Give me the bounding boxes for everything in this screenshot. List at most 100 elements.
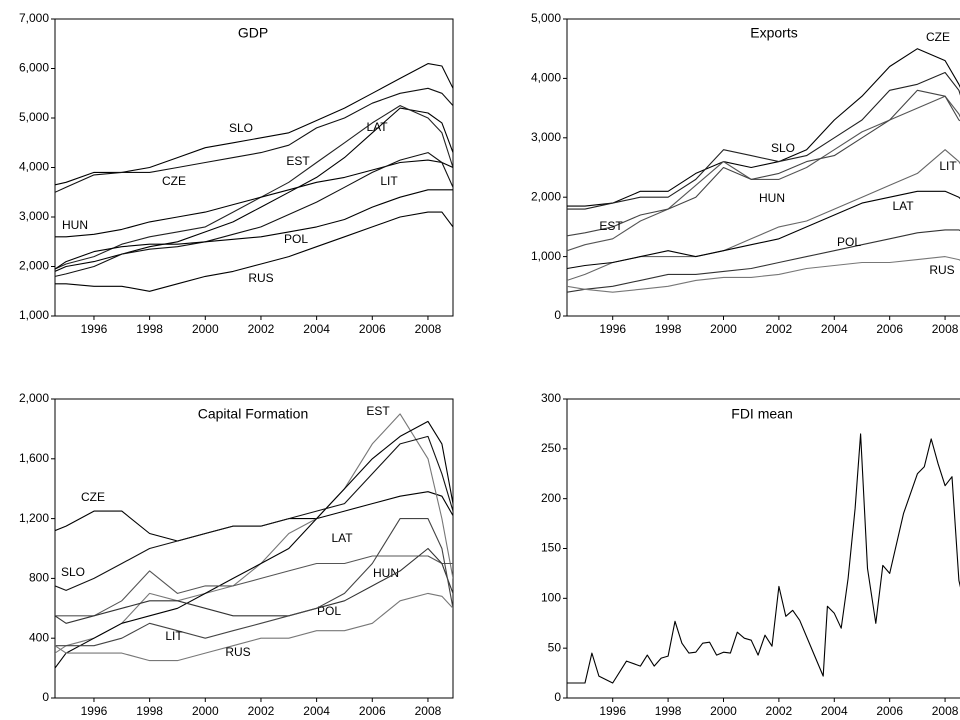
y-tick-label: 1,200 [19, 511, 49, 525]
series-label: RUS [929, 263, 954, 277]
x-tick-label: 1996 [81, 322, 108, 336]
x-tick-label: 1998 [136, 322, 163, 336]
plot-frame [566, 18, 960, 317]
x-tick-label: 1998 [655, 322, 682, 336]
series-label: POL [284, 232, 308, 246]
x-tick-label: 1996 [81, 704, 108, 718]
y-tick-label: 0 [42, 690, 49, 704]
x-tick-label: 2002 [248, 322, 275, 336]
y-tick-label: 1,000 [19, 308, 49, 322]
y-tick-label: 2,000 [531, 189, 561, 203]
series-line [567, 190, 960, 270]
series-label: POL [317, 604, 341, 618]
series-label: HUN [759, 191, 785, 205]
series-line [55, 518, 453, 647]
series-label: SLO [229, 121, 253, 135]
x-tick-label: 1996 [599, 704, 626, 718]
series-label: LIT [380, 174, 398, 188]
series-label: LIT [939, 159, 957, 173]
y-tick-label: 7,000 [19, 11, 49, 25]
series-line [55, 420, 453, 669]
y-tick-label: 4,000 [531, 71, 561, 85]
chart-title: Exports [750, 25, 797, 41]
x-tick-label: 2006 [359, 704, 386, 718]
y-tick-label: 300 [541, 391, 561, 405]
chart-title: Capital Formation [198, 406, 309, 422]
series-line [567, 95, 960, 252]
chart-title: GDP [238, 25, 268, 41]
series-line [55, 435, 453, 591]
y-tick-label: 0 [554, 308, 561, 322]
series-line [55, 159, 453, 238]
series-line [55, 413, 453, 654]
series-label: CZE [926, 30, 950, 44]
plot-frame [54, 398, 454, 699]
x-tick-label: 2004 [303, 704, 330, 718]
x-tick-label: 2008 [415, 322, 442, 336]
series-label: LAT [892, 199, 914, 213]
series-label: SLO [771, 141, 795, 155]
series-label: HUN [62, 218, 88, 232]
series-line [55, 87, 453, 193]
y-tick-label: 150 [541, 541, 561, 555]
x-tick-label: 2004 [303, 322, 330, 336]
series-line [55, 63, 453, 186]
y-tick-label: 6,000 [19, 61, 49, 75]
y-tick-label: 5,000 [19, 110, 49, 124]
y-tick-label: 1,600 [19, 451, 49, 465]
x-tick-label: 2000 [710, 322, 737, 336]
series-line [567, 89, 960, 237]
series-label: RUS [225, 645, 250, 659]
x-tick-label: 2000 [710, 704, 737, 718]
series-label: POL [837, 235, 861, 249]
series-line [55, 189, 453, 270]
x-tick-label: 2006 [876, 322, 903, 336]
x-tick-label: 2008 [932, 322, 959, 336]
y-tick-label: 200 [541, 491, 561, 505]
x-tick-label: 2002 [766, 322, 793, 336]
series-line [567, 71, 960, 210]
y-tick-label: 4,000 [19, 160, 49, 174]
series-label: EST [366, 404, 390, 418]
series-label: EST [286, 154, 310, 168]
series-line [55, 211, 453, 292]
y-tick-label: 250 [541, 441, 561, 455]
series-label: SLO [61, 565, 85, 579]
series-line [567, 433, 960, 684]
series-label: EST [599, 219, 623, 233]
x-tick-label: 2006 [876, 704, 903, 718]
x-tick-label: 2002 [248, 704, 275, 718]
x-tick-label: 1996 [599, 322, 626, 336]
y-tick-label: 5,000 [531, 11, 561, 25]
x-tick-label: 1998 [136, 704, 163, 718]
series-line [567, 229, 960, 293]
x-tick-label: 2004 [821, 704, 848, 718]
series-label: CZE [162, 174, 186, 188]
series-label: LAT [331, 531, 353, 545]
plot-frame [566, 398, 960, 699]
x-tick-label: 2002 [766, 704, 793, 718]
series-label: CZE [81, 490, 105, 504]
x-tick-label: 2000 [192, 322, 219, 336]
series-line [55, 547, 453, 624]
x-tick-label: 2008 [932, 704, 959, 718]
x-tick-label: 2004 [821, 322, 848, 336]
series-line [55, 491, 453, 542]
series-label: HUN [373, 566, 399, 580]
series-label: LIT [165, 629, 183, 643]
x-tick-label: 2000 [192, 704, 219, 718]
series-line [55, 592, 453, 662]
chart-title: FDI mean [731, 406, 792, 422]
y-tick-label: 2,000 [19, 391, 49, 405]
y-tick-label: 0 [554, 690, 561, 704]
y-tick-label: 100 [541, 591, 561, 605]
y-tick-label: 3,000 [531, 130, 561, 144]
x-tick-label: 2006 [359, 322, 386, 336]
y-tick-label: 400 [29, 630, 49, 644]
y-tick-label: 800 [29, 571, 49, 585]
series-line [567, 48, 960, 207]
series-line [55, 555, 453, 617]
y-tick-label: 50 [548, 640, 562, 654]
